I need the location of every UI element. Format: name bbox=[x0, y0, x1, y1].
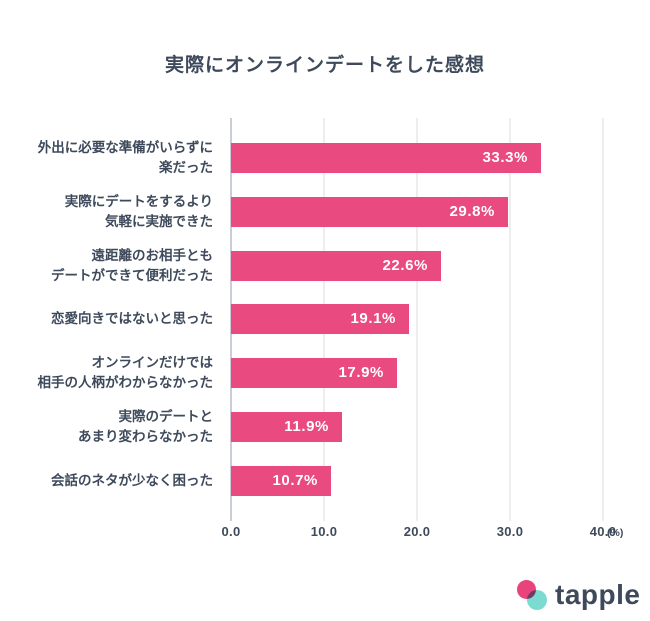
category-label-line: 恋愛向きではないと思った bbox=[51, 311, 213, 327]
x-gridline bbox=[509, 118, 511, 521]
x-axis-tick-label: 40.0 bbox=[589, 524, 617, 539]
category-label-line: 遠距離のお相手とも bbox=[91, 247, 214, 263]
category-label: 外出に必要な準備がいらずに楽だった bbox=[0, 138, 213, 178]
category-label-line: あまり変わらなかった bbox=[78, 429, 213, 444]
x-axis-tick-label: 0.0 bbox=[221, 524, 241, 539]
category-label: オンラインだけでは相手の人柄がわからなかった bbox=[0, 353, 214, 393]
bar-chart: 0.0 10.0 20.0 30.0 40.0 外出に必要な準備がいらずに楽だった 33.3… bbox=[0, 118, 617, 539]
bar: 19.1% bbox=[231, 304, 409, 335]
tapple-logo: tapple bbox=[516, 579, 640, 610]
bar-value-label: 19.1% bbox=[350, 310, 396, 328]
bar-value-label: 17.9% bbox=[338, 364, 384, 382]
x-axis-tick-label: 20.0 bbox=[403, 524, 431, 539]
x-axis-tick-label: 10.0 bbox=[310, 524, 338, 539]
category-label-line: 実際にデートをするより bbox=[64, 193, 213, 209]
category-label-line: オンラインだけでは bbox=[91, 355, 214, 371]
category-label: 実際のデートとあまり変わらなかった bbox=[0, 407, 213, 447]
bar-value-label: 22.6% bbox=[382, 256, 428, 274]
category-label: 遠距離のお相手ともデートができて便利だった bbox=[0, 246, 213, 286]
bar: 22.6% bbox=[231, 250, 441, 281]
axis-unit-label: (%) bbox=[607, 527, 624, 539]
category-label: 恋愛向きではないと思った bbox=[0, 309, 213, 329]
category-label-line: 会話のネタが少なく困った bbox=[51, 472, 213, 488]
category-label-line: 外出に必要な準備がいらずに bbox=[37, 140, 213, 155]
x-gridline bbox=[416, 118, 418, 521]
category-label-line: 相手の人柄がわからなかった bbox=[37, 375, 214, 391]
bar: 33.3% bbox=[231, 143, 541, 173]
category-label: 実際にデートをするより気軽に実施できた bbox=[0, 192, 213, 232]
bar: 10.7% bbox=[231, 465, 331, 496]
bar: 11.9% bbox=[231, 412, 342, 442]
logo-teal-circle-icon bbox=[527, 590, 547, 610]
category-label-line: デートができて便利だった bbox=[51, 267, 213, 283]
category-label: 会話のネタが少なく困った bbox=[0, 471, 213, 491]
x-axis-tick-label: 30.0 bbox=[496, 524, 524, 539]
tapple-logo-mark bbox=[516, 579, 547, 610]
bar-value-label: 33.3% bbox=[482, 149, 528, 166]
bar: 29.8% bbox=[231, 196, 508, 227]
tapple-logo-text: tapple bbox=[555, 579, 641, 610]
category-label-line: 実際のデートと bbox=[118, 409, 214, 424]
category-label-line: 気軽に実施できた bbox=[105, 213, 213, 229]
bar-value-label: 10.7% bbox=[272, 471, 318, 489]
x-gridline bbox=[602, 118, 604, 521]
category-label-line: 楽だった bbox=[159, 160, 213, 175]
bar: 17.9% bbox=[231, 358, 397, 389]
chart-title: 実際にオンラインデートをした感想 bbox=[164, 55, 485, 76]
bar-value-label: 11.9% bbox=[284, 418, 329, 435]
bar-value-label: 29.8% bbox=[449, 202, 495, 220]
